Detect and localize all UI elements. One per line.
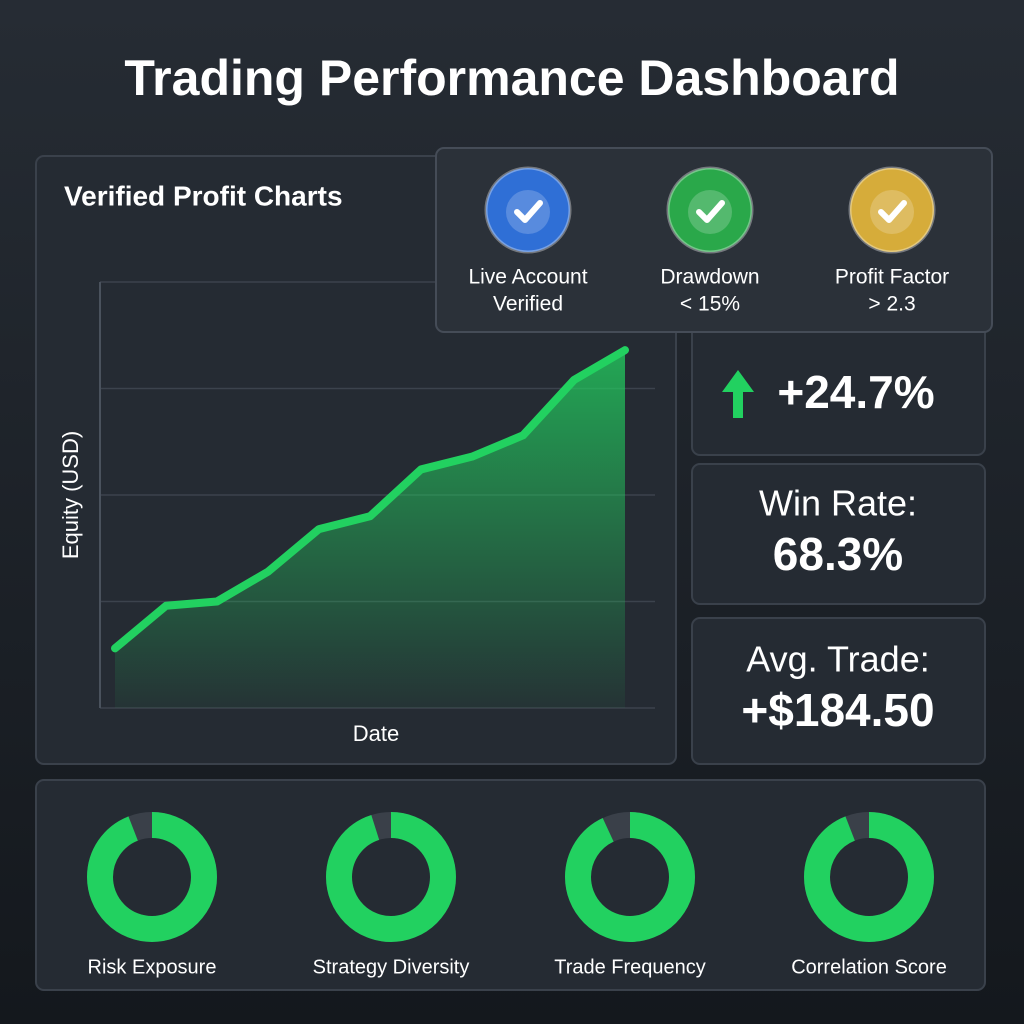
stat-label: Avg. Trade: — [746, 639, 929, 680]
stat-value: +24.7% — [777, 366, 934, 418]
badge-label: Live Account — [468, 266, 587, 289]
badge-label: > 2.3 — [868, 293, 915, 316]
badge-check — [878, 200, 907, 223]
badge-label: Profit Factor — [835, 266, 949, 289]
stat-value: +$184.50 — [741, 684, 934, 736]
badges: Live Account Verified Drawdown < 15% Profit … — [468, 166, 949, 316]
badge-label: Verified — [493, 293, 563, 316]
stat-card — [691, 463, 986, 605]
badge-seal — [666, 166, 754, 254]
page-title: Trading Performance Dashboard — [124, 50, 899, 106]
gauge-arc — [87, 812, 217, 942]
stat-value: 68.3% — [773, 528, 903, 580]
gauge-card — [35, 779, 986, 991]
plot — [99, 281, 655, 709]
equity-line — [111, 346, 629, 653]
badge-label: < 15% — [680, 293, 740, 316]
badge-check — [696, 200, 725, 223]
badge-seal — [848, 166, 936, 254]
badge-center — [870, 190, 914, 234]
gauge-label: Correlation Score — [791, 956, 947, 978]
gauges: Risk Exposure Strategy Diversity Trade Fre… — [87, 812, 947, 978]
x-axis-label: Date — [353, 721, 399, 746]
gauge-arc — [565, 812, 695, 942]
gauge-arc — [804, 812, 934, 942]
area — [115, 350, 625, 708]
up-arrow — [722, 370, 754, 418]
badge-label: Drawdown — [660, 266, 759, 289]
stat-label: Win Rate: — [759, 483, 917, 524]
badge-center — [506, 190, 550, 234]
badge-center — [688, 190, 732, 234]
gauge-label: Strategy Diversity — [313, 956, 470, 978]
chart-title: Verified Profit Charts — [64, 180, 343, 211]
stat-card — [691, 617, 986, 765]
badge-seal — [484, 166, 572, 254]
gauge-label: Risk Exposure — [88, 956, 217, 978]
y-axis-label: Equity (USD) — [58, 431, 83, 559]
gauge-arc — [326, 812, 456, 942]
badge-check — [514, 200, 543, 223]
gauge-label: Trade Frequency — [554, 956, 706, 978]
